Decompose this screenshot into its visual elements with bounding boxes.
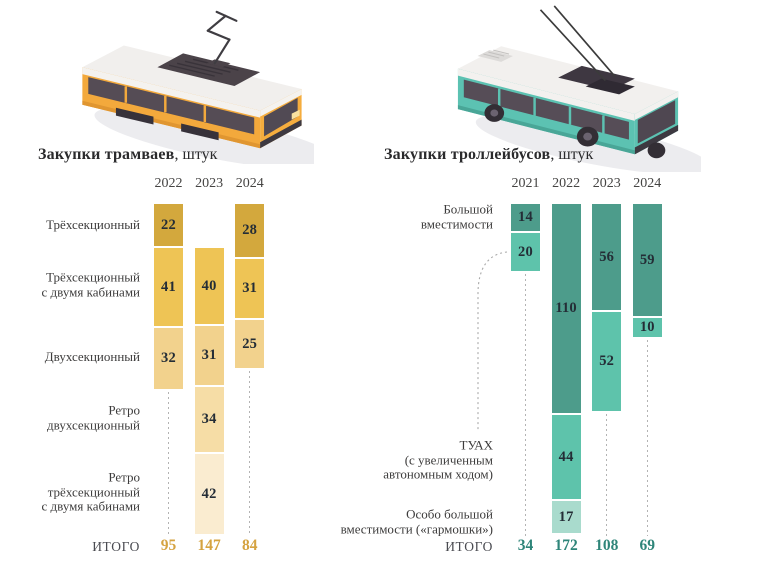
category-label: Особо большой вместимости («гармошки»)	[340, 506, 493, 536]
bar-segment-2023: 52	[592, 312, 622, 411]
column-dash-line	[525, 274, 526, 536]
year-label-2023: 2023	[195, 176, 224, 191]
bar-value: 31	[201, 347, 217, 363]
bar-segment-2023: 56	[592, 204, 622, 310]
category-label: Ретро двухсекционный	[47, 402, 140, 432]
bar-value: 34	[201, 411, 217, 427]
bar-segment-2022: 17	[551, 501, 581, 533]
bar-value: 17	[558, 508, 574, 525]
bar-value: 59	[639, 251, 655, 268]
bar-value: 32	[161, 350, 176, 366]
bar-value: 42	[201, 485, 217, 502]
category-label: Большой вместимости	[420, 201, 493, 231]
bar-segment-2022: 44	[551, 415, 581, 499]
year-label-2023: 2023	[592, 176, 621, 191]
isometric-trolleybus-illustration	[457, 5, 701, 172]
bar-segment-2023: 42	[194, 454, 224, 534]
totals-row-label: ИТОГО	[445, 539, 493, 554]
category-label: Двухсекционный	[44, 348, 140, 364]
bar-segment-2023: 40	[194, 248, 224, 324]
trolleybus-chart-title-text: Закупки троллейбусов	[384, 146, 551, 163]
bar-segment-2022: 41	[154, 248, 183, 326]
bar-segment-2022: 110	[551, 204, 581, 413]
bar-value: 31	[242, 280, 258, 296]
category-label: Трёхсекционный	[46, 216, 140, 232]
category-label: Ретро трёхсекционный с двумя кабинами	[41, 469, 140, 514]
bar-segment-2024: 25	[235, 320, 265, 368]
bar-segment-2021: 14	[511, 204, 540, 231]
bar-value: 14	[518, 209, 533, 225]
column-total: 108	[595, 537, 619, 554]
column-dash-line	[249, 371, 251, 536]
trolleybus-chart-title: Закупки троллейбусов, штук	[384, 146, 593, 164]
trolleybus-chart-unit: , штук	[550, 146, 594, 163]
bar-value: 28	[242, 222, 258, 238]
bar-value: 44	[558, 448, 574, 465]
bar-segment-2021: 20	[511, 233, 540, 271]
year-label-2024: 2024	[235, 176, 264, 191]
tram-pantograph	[206, 10, 238, 65]
bar-value: 56	[599, 248, 615, 265]
bar-value: 110	[555, 300, 577, 316]
column-dash-line	[646, 340, 648, 536]
column-total: 95	[160, 537, 177, 554]
bar-value: 20	[518, 243, 533, 260]
column-total: 69	[639, 537, 656, 554]
bar-value: 52	[599, 353, 615, 369]
totals-row-label: ИТОГО	[92, 539, 140, 554]
tram-chart-unit: , штук	[174, 146, 218, 163]
column-total: 34	[517, 537, 534, 554]
bar-value: 22	[161, 216, 176, 233]
category-label: Трёхсекционный с двумя кабинами	[41, 269, 140, 299]
tram-chart-title: Закупки трамваев, штук	[38, 146, 217, 164]
bar-segment-2022: 32	[154, 328, 183, 389]
column-total: 84	[241, 537, 258, 554]
bar-value: 40	[201, 277, 217, 294]
bar-segment-2024: 28	[235, 204, 265, 257]
bar-segment-2023: 34	[194, 387, 224, 452]
bar-segment-2023: 31	[194, 326, 224, 385]
bar-segment-2024: 31	[235, 259, 265, 318]
isometric-tram-illustration	[82, 10, 314, 164]
column-dash-line	[606, 414, 608, 536]
year-label-2022: 2022	[552, 176, 581, 191]
year-label-2022: 2022	[154, 176, 183, 191]
bar-value: 41	[161, 278, 176, 295]
column-total: 147	[197, 537, 221, 554]
bar-value: 10	[639, 319, 655, 335]
column-dash-line	[168, 392, 169, 536]
bar-segment-2024: 59	[632, 204, 662, 316]
year-label-2021: 2021	[511, 176, 540, 191]
trolleybus-poles	[539, 5, 616, 82]
tram-chart-title-text: Закупки трамваев	[38, 146, 175, 163]
category-label: ТУАХ (с увеличенным автономным ходом)	[383, 437, 493, 482]
bar-segment-2022: 22	[154, 204, 183, 246]
year-label-2024: 2024	[633, 176, 662, 191]
column-total: 172	[554, 537, 578, 554]
bar-value: 25	[242, 335, 258, 352]
bar-segment-2024: 10	[632, 318, 662, 337]
